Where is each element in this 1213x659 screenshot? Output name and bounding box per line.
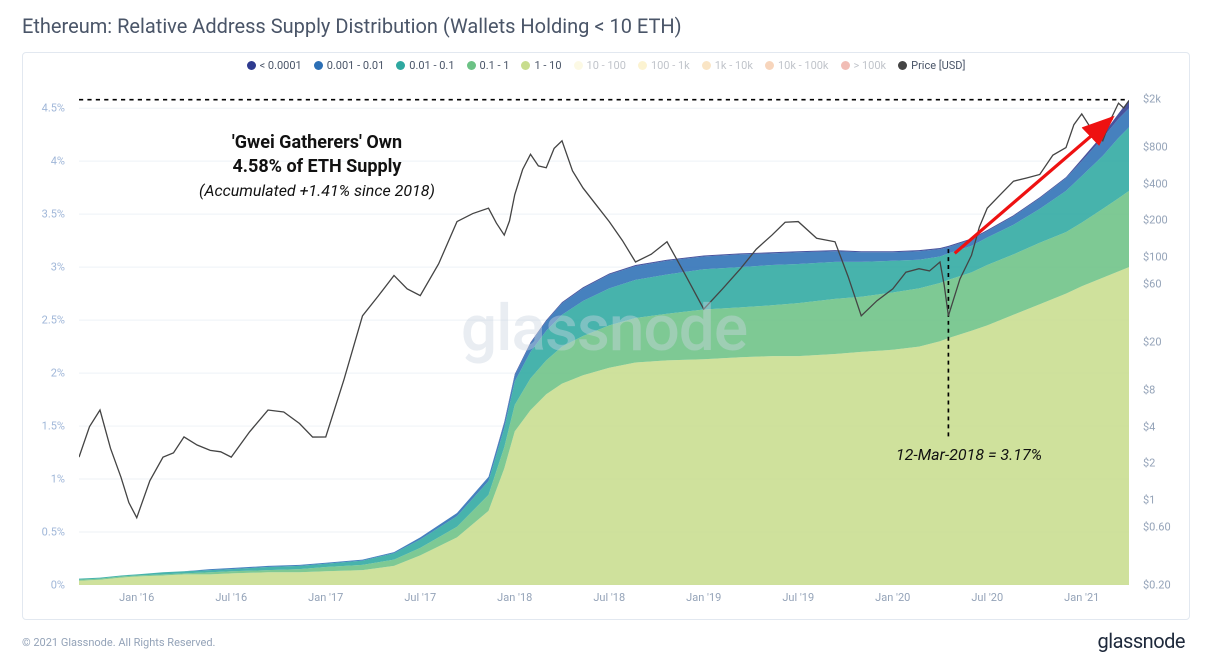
legend-label: 1 - 10 <box>534 59 561 72</box>
y-right-tick: $8 <box>1135 384 1189 397</box>
legend-swatch <box>638 61 647 70</box>
y-left-tick: 1% <box>23 473 73 486</box>
y-right-tick: $1 <box>1135 494 1189 507</box>
x-tick: Jul '16 <box>215 591 247 604</box>
chart-frame: < 0.0001 0.001 - 0.01 0.01 - 0.1 0.1 - 1 1 -… <box>22 52 1190 620</box>
legend-item[interactable]: Price [USD] <box>898 59 965 72</box>
plot-area: glassnode 'Gwei Gatherers' Own 4.58% of … <box>79 87 1129 585</box>
y-right-tick: $0.60 <box>1135 521 1189 534</box>
x-tick: Jan '19 <box>686 591 721 604</box>
footer-copyright: © 2021 Glassnode. All Rights Reserved. <box>22 636 215 649</box>
legend-swatch <box>396 61 405 70</box>
legend-swatch <box>467 61 476 70</box>
y-right-tick: $2k <box>1135 92 1189 105</box>
legend-label: 10k - 100k <box>778 59 829 72</box>
legend-swatch <box>521 61 530 70</box>
y-left-tick: 0% <box>23 579 73 592</box>
y-right-tick: $60 <box>1135 277 1189 290</box>
x-tick: Jul '19 <box>782 591 814 604</box>
annotation-line1: 'Gwei Gatherers' Own <box>199 131 435 155</box>
legend-label: 0.1 - 1 <box>480 59 510 72</box>
annotation-headline: 'Gwei Gatherers' Own 4.58% of ETH Supply… <box>199 131 435 201</box>
legend-swatch <box>841 61 850 70</box>
annotation-marker-text: 12-Mar-2018 = 3.17% <box>896 445 1042 464</box>
legend-swatch <box>314 61 323 70</box>
y-right-tick: $800 <box>1135 141 1189 154</box>
y-left-tick: 1.5% <box>23 420 73 433</box>
legend-swatch <box>247 61 256 70</box>
legend-item[interactable]: 1 - 10 <box>521 59 561 72</box>
legend-label: 100 - 1k <box>651 59 690 72</box>
legend-item[interactable]: 1k - 10k <box>702 59 753 72</box>
y-right-tick: $0.20 <box>1135 579 1189 592</box>
legend-label: > 100k <box>854 59 887 72</box>
y-right-tick: $2 <box>1135 457 1189 470</box>
y-right-tick: $200 <box>1135 214 1189 227</box>
y-left-tick: 0.5% <box>23 526 73 539</box>
legend-swatch <box>765 61 774 70</box>
x-tick: Jul '20 <box>971 591 1003 604</box>
legend-item[interactable]: 0.01 - 0.1 <box>396 59 454 72</box>
legend-item[interactable]: 0.001 - 0.01 <box>314 59 385 72</box>
legend-label: < 0.0001 <box>260 59 302 72</box>
annotation-line3: (Accumulated +1.41% since 2018) <box>199 180 435 202</box>
x-tick: Jan '17 <box>308 591 343 604</box>
x-tick: Jan '20 <box>875 591 910 604</box>
x-axis: Jan '16 Jul '16 Jan '17 Jul '17 Jan '18 Jul '… <box>79 591 1129 611</box>
legend-item[interactable]: > 100k <box>841 59 887 72</box>
legend-item[interactable]: 10k - 100k <box>765 59 829 72</box>
legend: < 0.0001 0.001 - 0.01 0.01 - 0.1 0.1 - 1 1 -… <box>23 59 1189 73</box>
legend-label: 0.01 - 0.1 <box>409 59 454 72</box>
legend-label: 1k - 10k <box>715 59 753 72</box>
legend-swatch <box>898 61 907 70</box>
legend-label: 10 - 100 <box>587 59 626 72</box>
y-axis-right: $0.20$0.60$1$2$4$8$20$60$100$200$400$800… <box>1135 87 1189 585</box>
x-tick: Jul '17 <box>404 591 436 604</box>
legend-item[interactable]: 0.1 - 1 <box>467 59 510 72</box>
y-axis-left: 0%0.5%1%1.5%2%2.5%3%3.5%4%4.5% <box>23 87 73 585</box>
legend-item[interactable]: < 0.0001 <box>247 59 302 72</box>
annotation-line2: 4.58% of ETH Supply <box>199 155 435 179</box>
footer-brand: glassnode <box>1098 629 1185 653</box>
legend-label: Price [USD] <box>911 59 965 72</box>
y-right-tick: $400 <box>1135 177 1189 190</box>
chart-title: Ethereum: Relative Address Supply Distri… <box>0 0 1213 48</box>
y-left-tick: 4% <box>23 155 73 168</box>
legend-item[interactable]: 100 - 1k <box>638 59 690 72</box>
x-tick: Jul '18 <box>593 591 625 604</box>
y-left-tick: 3% <box>23 261 73 274</box>
legend-label: 0.001 - 0.01 <box>327 59 385 72</box>
y-left-tick: 4.5% <box>23 102 73 115</box>
y-right-tick: $20 <box>1135 335 1189 348</box>
legend-item[interactable]: 10 - 100 <box>574 59 626 72</box>
y-right-tick: $4 <box>1135 420 1189 433</box>
y-left-tick: 2.5% <box>23 314 73 327</box>
x-tick: Jan '18 <box>497 591 532 604</box>
legend-swatch <box>574 61 583 70</box>
y-left-tick: 2% <box>23 367 73 380</box>
x-tick: Jan '16 <box>119 591 154 604</box>
y-left-tick: 3.5% <box>23 208 73 221</box>
x-tick: Jan '21 <box>1064 591 1099 604</box>
y-right-tick: $100 <box>1135 250 1189 263</box>
legend-swatch <box>702 61 711 70</box>
